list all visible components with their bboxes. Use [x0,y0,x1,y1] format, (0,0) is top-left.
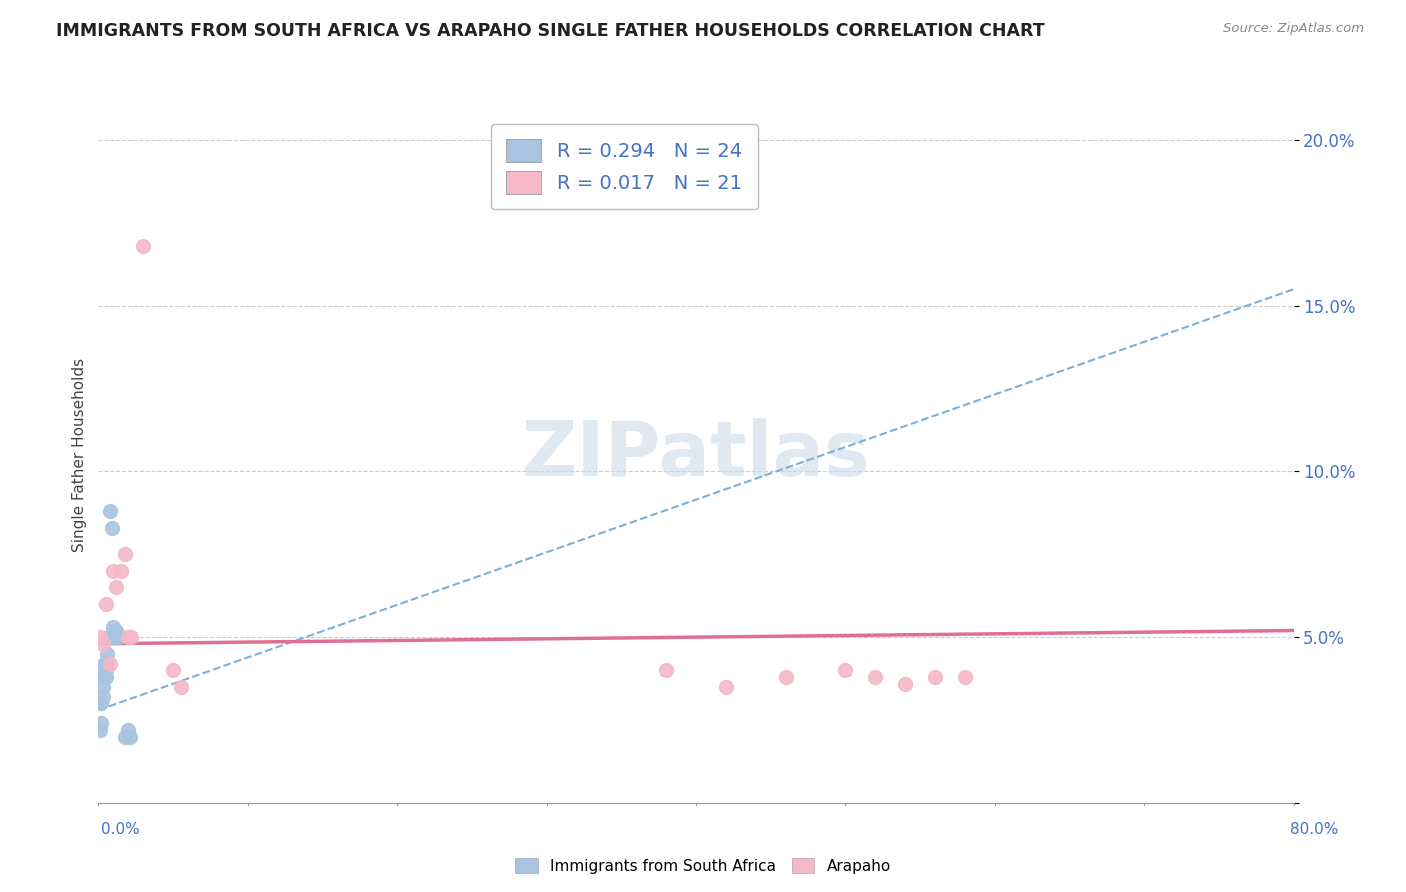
Point [120,630,142,644]
Point [89,697,111,711]
Point [103,620,125,634]
Point [94,597,117,611]
Point [169,680,191,694]
Text: ZIPatlas: ZIPatlas [522,418,870,491]
Point [865,670,887,684]
Point [91,637,114,651]
Point [94,663,117,677]
Point [107,630,129,644]
Point [93,663,115,677]
Point [110,564,132,578]
Point [117,630,139,644]
Point [96,647,118,661]
Point [775,670,797,684]
Point [94,670,117,684]
Point [94,657,117,671]
Point [105,624,128,638]
Point [714,680,737,694]
Point [114,547,136,561]
Legend: R = 0.294   N = 24, R = 0.017   N = 21: R = 0.294 N = 24, R = 0.017 N = 21 [491,124,758,210]
Point [118,730,141,744]
Point [162,663,184,677]
Point [104,624,127,638]
Text: IMMIGRANTS FROM SOUTH AFRICA VS ARAPAHO SINGLE FATHER HOUSEHOLDS CORRELATION CHA: IMMIGRANTS FROM SOUTH AFRICA VS ARAPAHO … [56,22,1045,40]
Point [105,581,128,595]
Point [103,564,125,578]
Point [90,697,112,711]
Point [132,239,155,253]
Y-axis label: Single Father Households: Single Father Households [72,358,87,552]
Point [655,663,678,677]
Text: 80.0%: 80.0% [1291,822,1339,837]
Point [89,723,111,737]
Text: 0.0%: 0.0% [101,822,141,837]
Point [101,630,124,644]
Point [91,680,114,694]
Point [953,670,976,684]
Point [834,663,856,677]
Point [97,630,120,644]
Point [93,657,115,671]
Legend: Immigrants from South Africa, Arapaho: Immigrants from South Africa, Arapaho [509,852,897,880]
Point [101,521,124,535]
Point [98,657,122,671]
Point [91,690,114,704]
Point [89,630,111,644]
Point [90,716,112,731]
Text: Source: ZipAtlas.com: Source: ZipAtlas.com [1223,22,1364,36]
Point [117,723,139,737]
Point [114,730,136,744]
Point [894,676,917,690]
Point [98,504,122,518]
Point [924,670,946,684]
Point [91,670,114,684]
